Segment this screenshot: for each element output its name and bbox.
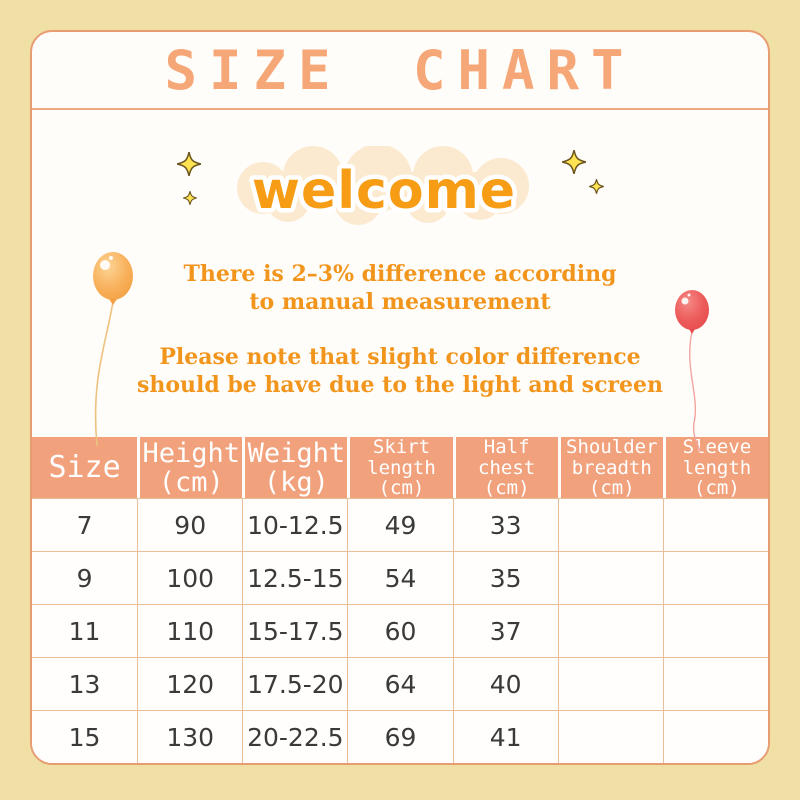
table-cell: 37: [452, 605, 558, 657]
header-cell-half-chest: Half chest (cm): [452, 437, 558, 499]
header-cell-size: Size: [48, 449, 121, 485]
header-cell-skirt-length: Skirt length (cm): [347, 437, 452, 499]
table-cell: [662, 658, 768, 710]
measurement-note-line1: There is 2–3% difference according: [183, 261, 617, 287]
table-cell: 41: [452, 711, 558, 763]
table-cell: 15: [68, 722, 101, 752]
color-difference-note: Please note that slight color difference…: [32, 343, 768, 399]
table-cell: 20-22.5: [242, 711, 347, 763]
table-cell: 10-12.5: [242, 499, 347, 551]
table-cell: [662, 605, 768, 657]
table-row: 15 130 20-22.5 69 41: [32, 710, 768, 763]
title-band: SIZE CHART: [32, 32, 768, 110]
table-header-row: Size Height (cm) Weight (kg) Skirt lengt…: [32, 437, 768, 499]
table-cell: 130: [137, 711, 242, 763]
table-cell: 33: [452, 499, 558, 551]
header-cell-weight: Weight (kg): [242, 437, 347, 499]
orange-balloon-icon: [93, 252, 133, 447]
table-cell: [557, 499, 663, 551]
header-cell-shoulder-breadth: Shoulder breadth (cm): [557, 437, 663, 499]
table-cell: [557, 711, 663, 763]
color-difference-note-line1: Please note that slight color difference: [159, 344, 641, 370]
table-cell: [557, 552, 663, 604]
page-title: SIZE CHART: [164, 38, 636, 102]
color-difference-note-line2: should be have due to the light and scre…: [136, 372, 664, 398]
table-cell: [662, 711, 768, 763]
table-row: 13 120 17.5-20 64 40: [32, 657, 768, 710]
table-cell: 60: [347, 605, 452, 657]
table-cell: 69: [347, 711, 452, 763]
table-row: 9 100 12.5-15 54 35: [32, 551, 768, 604]
table-body: 7 90 10-12.5 49 33 9 100 12.5-15 54 35 1…: [32, 498, 768, 763]
table-cell: 35: [452, 552, 558, 604]
table-cell: 54: [347, 552, 452, 604]
header-cell-height: Height (cm): [137, 437, 242, 499]
table-cell: 40: [452, 658, 558, 710]
table-cell: 49: [347, 499, 452, 551]
table-cell: 15-17.5: [242, 605, 347, 657]
table-cell: 12.5-15: [242, 552, 347, 604]
measurement-note-line2: to manual measurement: [249, 289, 551, 315]
size-chart-card: SIZE CHART welcome: [30, 30, 770, 765]
table-cell: [662, 552, 768, 604]
table-cell: 120: [137, 658, 242, 710]
table-cell: 100: [137, 552, 242, 604]
measurement-note: There is 2–3% difference according to ma…: [32, 260, 768, 316]
table-cell: [557, 658, 663, 710]
red-balloon-icon: [675, 290, 709, 453]
hero-section: welcome: [32, 110, 768, 453]
table-cell: [557, 605, 663, 657]
sparkle-icon: [589, 179, 604, 194]
size-table: Size Height (cm) Weight (kg) Skirt lengt…: [32, 437, 768, 763]
table-cell: 110: [137, 605, 242, 657]
table-cell: 17.5-20: [242, 658, 347, 710]
welcome-banner: welcome: [237, 146, 529, 226]
table-row: 7 90 10-12.5 49 33: [32, 498, 768, 551]
table-cell: 9: [76, 563, 93, 593]
table-cell: 13: [68, 669, 101, 699]
sparkle-icon: [176, 151, 202, 177]
table-row: 11 110 15-17.5 60 37: [32, 604, 768, 657]
sparkle-icon: [561, 149, 587, 175]
sparkle-icon: [183, 191, 197, 205]
table-cell: 11: [68, 616, 101, 646]
header-cell-sleeve-length: Sleeve length (cm): [662, 437, 768, 499]
table-cell: [662, 499, 768, 551]
table-cell: 7: [76, 510, 93, 540]
welcome-text: welcome: [252, 161, 516, 221]
table-cell: 90: [137, 499, 242, 551]
table-cell: 64: [347, 658, 452, 710]
